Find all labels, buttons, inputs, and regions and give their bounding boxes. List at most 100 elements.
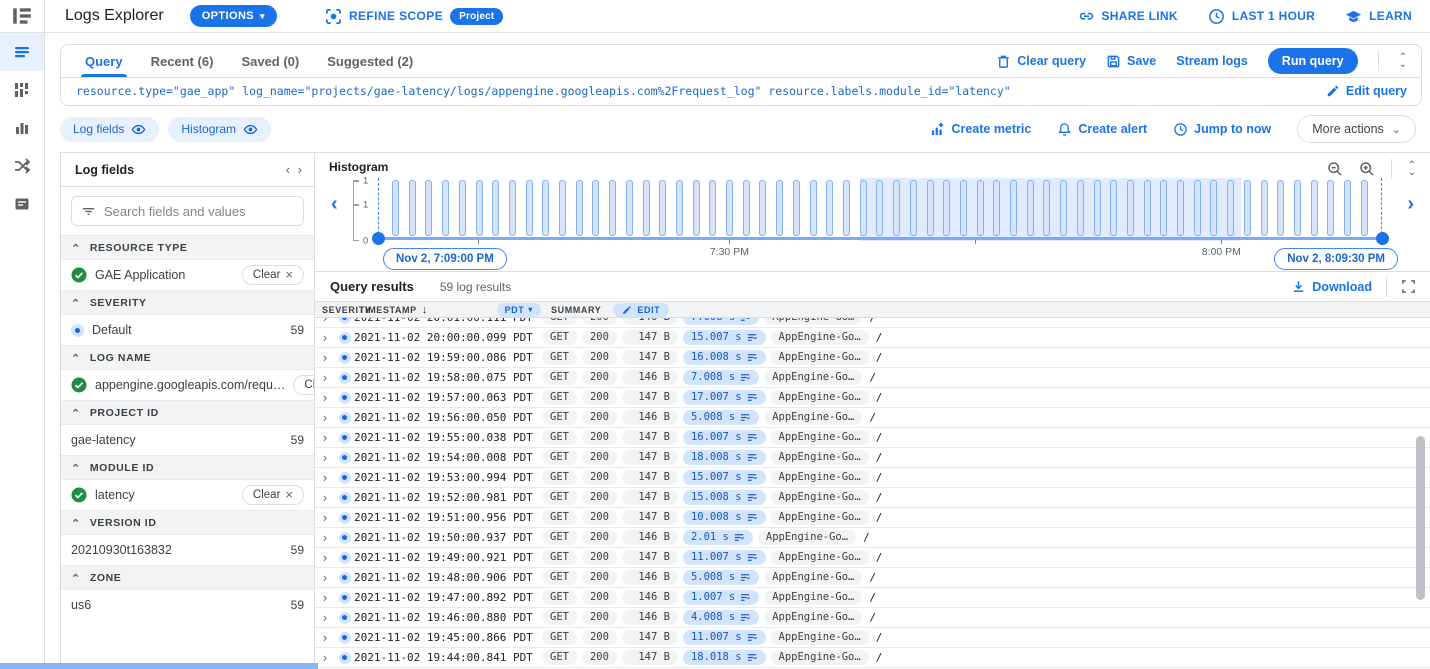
scrollbar-thumb[interactable] [1416, 436, 1425, 600]
create-metric-button[interactable]: Create metric [930, 122, 1031, 137]
sidebar-item-log-storage[interactable] [0, 185, 44, 223]
create-alert-button[interactable]: Create alert [1057, 122, 1147, 137]
expand-row-icon[interactable]: › [322, 530, 328, 545]
column-header-timestamp[interactable]: TIMESTAMP ↓ PDT ▾ [359, 302, 551, 317]
log-field-row[interactable]: ⌃ us6 59 [61, 590, 314, 620]
clear-filter-button[interactable]: Clear × [293, 375, 314, 395]
table-row[interactable]: › 2021-11-02 19:56:00.050 PDT GET 200 14… [315, 408, 1430, 428]
table-row[interactable]: › 2021-11-02 19:44:00.841 PDT GET 200 14… [315, 648, 1430, 668]
expand-row-icon[interactable]: › [322, 470, 328, 485]
stream-logs-button[interactable]: Stream logs [1176, 54, 1248, 68]
learn-button[interactable]: LEARN [1345, 8, 1412, 25]
log-field-row[interactable]: ⌃ gae-latency 59 [61, 425, 314, 455]
panel-collapse-icon[interactable]: ‹ › [285, 162, 304, 177]
log-field-row[interactable]: ⌃ SEVERITY [61, 290, 314, 315]
tab-saved[interactable]: Saved (0) [241, 53, 300, 69]
run-query-button[interactable]: Run query [1267, 48, 1358, 74]
histogram-visibility-chip[interactable]: Histogram [168, 116, 272, 142]
collapse-histogram-button[interactable]: ⌃ ⌄ [1408, 161, 1416, 178]
log-field-row[interactable]: ⌃ MODULE ID [61, 455, 314, 480]
zoom-in-icon[interactable] [1359, 161, 1375, 177]
table-scrollbar[interactable] [1416, 348, 1425, 667]
sidebar-item-logs-router[interactable] [0, 147, 44, 185]
zoom-out-icon[interactable] [1327, 161, 1343, 177]
table-row[interactable]: › 2021-11-02 19:53:00.994 PDT GET 200 14… [315, 468, 1430, 488]
histogram-pan-left-button[interactable]: ‹ [331, 193, 338, 215]
expand-row-icon[interactable]: › [322, 550, 328, 565]
table-row[interactable]: › 2021-11-02 19:48:00.906 PDT GET 200 14… [315, 568, 1430, 588]
expand-row-icon[interactable]: › [322, 610, 328, 625]
table-row[interactable]: › 2021-11-02 19:49:00.921 PDT GET 200 14… [315, 548, 1430, 568]
clear-filter-button[interactable]: Clear × [241, 265, 304, 285]
expand-row-icon[interactable]: › [322, 590, 328, 605]
log-field-row[interactable]: ⌃ ZONE [61, 565, 314, 590]
log-field-row[interactable]: ⌃ PROJECT ID [61, 400, 314, 425]
timezone-chip[interactable]: PDT ▾ [496, 302, 541, 317]
fullscreen-icon[interactable] [1401, 279, 1416, 294]
more-actions-button[interactable]: More actions ⌄ [1297, 115, 1416, 143]
query-text[interactable]: resource.type="gae_app" log_name="projec… [76, 84, 1011, 98]
expand-row-icon[interactable]: › [322, 370, 328, 385]
refine-scope-button[interactable]: REFINE SCOPE Project [325, 7, 504, 25]
log-field-row[interactable]: ⌃ LOG NAME [61, 345, 314, 370]
table-row[interactable]: › 2021-11-02 19:51:00.956 PDT GET 200 14… [315, 508, 1430, 528]
column-header-severity[interactable]: SEVERITY [322, 304, 372, 315]
range-start-pill[interactable]: Nov 2, 7:09:00 PM [383, 248, 507, 270]
log-field-row[interactable]: ⌃ RESOURCE TYPE [61, 235, 314, 260]
expand-row-icon[interactable]: › [322, 390, 328, 405]
histogram-pan-right-button[interactable]: › [1407, 193, 1414, 215]
log-field-row[interactable]: ⌃ Default 59 [61, 315, 314, 345]
table-row[interactable]: › 2021-11-02 20:00:00.099 PDT GET 200 14… [315, 328, 1430, 348]
collapse-query-panel-button[interactable]: ⌃ ⌄ [1399, 53, 1407, 70]
range-start-handle[interactable] [372, 232, 385, 245]
table-row[interactable]: › 2021-11-02 19:46:00.880 PDT GET 200 14… [315, 608, 1430, 628]
log-fields-visibility-chip[interactable]: Log fields [60, 116, 160, 142]
expand-row-icon[interactable]: › [322, 650, 328, 665]
save-button[interactable]: Save [1106, 54, 1156, 69]
sidebar-item-logs-dashboard[interactable] [0, 71, 44, 109]
tab-suggested[interactable]: Suggested (2) [327, 53, 414, 69]
search-input[interactable] [104, 203, 294, 219]
table-row[interactable]: › 2021-11-02 19:54:00.008 PDT GET 200 14… [315, 448, 1430, 468]
expand-row-icon[interactable]: › [322, 630, 328, 645]
table-row[interactable]: › 2021-11-02 19:52:00.981 PDT GET 200 14… [315, 488, 1430, 508]
table-row[interactable]: › 2021-11-02 19:59:00.086 PDT GET 200 14… [315, 348, 1430, 368]
edit-query-button[interactable]: Edit query [1326, 84, 1407, 98]
time-range-button[interactable]: LAST 1 HOUR [1208, 8, 1315, 25]
options-button[interactable]: OPTIONS ▾ [189, 5, 277, 27]
expand-row-icon[interactable]: › [322, 490, 328, 505]
table-row[interactable]: › 2021-11-02 19:55:00.038 PDT GET 200 14… [315, 428, 1430, 448]
sidebar-item-logs-explorer[interactable] [0, 33, 44, 71]
expand-row-icon[interactable]: › [315, 318, 335, 325]
download-button[interactable]: Download [1291, 279, 1372, 294]
log-field-row[interactable]: ⌃ GAE Application Clear × [61, 260, 314, 290]
expand-row-icon[interactable]: › [322, 430, 328, 445]
sort-descending-icon[interactable]: ↓ [421, 303, 428, 316]
expand-row-icon[interactable]: › [322, 510, 328, 525]
expand-row-icon[interactable]: › [322, 410, 328, 425]
expand-row-icon[interactable]: › [322, 570, 328, 585]
log-fields-search[interactable] [71, 196, 304, 226]
jump-to-now-button[interactable]: Jump to now [1173, 122, 1271, 137]
edit-summary-button[interactable]: EDIT [613, 302, 670, 317]
log-field-row[interactable]: ⌃ VERSION ID [61, 510, 314, 535]
clear-filter-button[interactable]: Clear × [241, 485, 304, 505]
table-row[interactable]: › 2021-11-02 19:45:00.866 PDT GET 200 14… [315, 628, 1430, 648]
table-row[interactable]: › 2021-11-02 19:47:00.892 PDT GET 200 14… [315, 588, 1430, 608]
table-row[interactable]: › 2021-11-02 19:50:00.937 PDT GET 200 14… [315, 528, 1430, 548]
log-field-row[interactable]: ⌃ appengine.googleapis.com/requ… Clear × [61, 370, 314, 400]
clear-query-button[interactable]: Clear query [996, 54, 1086, 69]
table-row[interactable]: › 2021-11-02 19:58:00.075 PDT GET 200 14… [315, 368, 1430, 388]
log-field-row[interactable]: ⌃ latency Clear × [61, 480, 314, 510]
table-row[interactable]: › 2021-11-02 19:57:00.063 PDT GET 200 14… [315, 388, 1430, 408]
range-end-handle[interactable] [1376, 232, 1389, 245]
tab-query[interactable]: Query [71, 45, 137, 77]
tab-recent[interactable]: Recent (6) [150, 53, 214, 69]
project-scope-badge[interactable]: Project [450, 7, 504, 25]
table-row[interactable]: › 2021-11-02 20:01:00.111 PDT GET 200 14… [315, 318, 1430, 328]
expand-row-icon[interactable]: › [322, 330, 328, 345]
log-field-row[interactable]: ⌃ 20210930t163832 59 [61, 535, 314, 565]
range-end-pill[interactable]: Nov 2, 8:09:30 PM [1274, 248, 1398, 270]
expand-row-icon[interactable]: › [322, 350, 328, 365]
expand-row-icon[interactable]: › [322, 450, 328, 465]
